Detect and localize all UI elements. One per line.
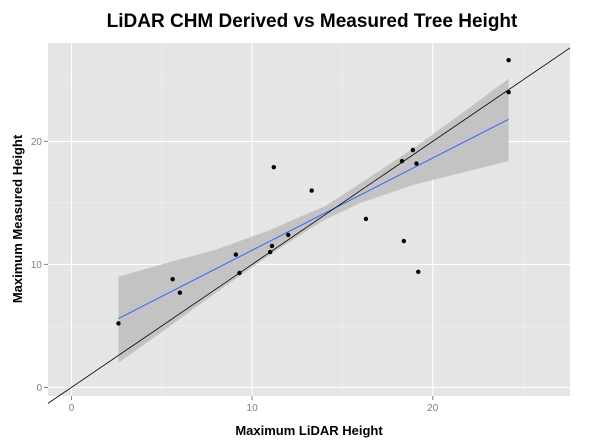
x-tick-label: 10 [247, 403, 259, 414]
data-point [416, 269, 421, 274]
x-tick-label: 0 [69, 403, 75, 414]
data-point [116, 321, 121, 326]
data-point [267, 249, 273, 255]
data-point [170, 276, 175, 282]
y-tick-label: 0 [36, 383, 42, 394]
data-point [399, 158, 405, 164]
data-point [233, 252, 239, 257]
regression-line [118, 118, 509, 319]
data-point [286, 232, 291, 238]
confidence-band-layer [118, 78, 509, 363]
y-tick-label: 10 [31, 260, 43, 271]
points-layer [116, 58, 511, 326]
y-axis-title: Maximum Measured Height [10, 134, 25, 303]
data-point [309, 188, 314, 193]
x-axis-title: Maximum LiDAR Height [235, 423, 383, 438]
data-point [269, 243, 275, 249]
y-axis-ticks: 0 10 20 [31, 137, 48, 394]
data-point [271, 165, 276, 170]
identity-line [47, 47, 571, 404]
confidence-band [118, 78, 509, 363]
y-tick-label: 20 [31, 137, 43, 148]
data-point [414, 161, 419, 166]
data-point [401, 238, 407, 244]
data-point [177, 290, 183, 295]
data-point [237, 270, 242, 276]
data-point [363, 216, 369, 222]
data-point [506, 89, 511, 95]
identity-line-layer [47, 47, 571, 404]
data-point [506, 58, 511, 63]
chart-title: LiDAR CHM Derived vs Measured Tree Heigh… [107, 11, 518, 32]
data-point [410, 147, 416, 153]
x-axis-ticks: 0 10 20 [69, 396, 439, 414]
x-tick-label: 20 [427, 403, 439, 414]
regression-line-layer [118, 118, 509, 319]
